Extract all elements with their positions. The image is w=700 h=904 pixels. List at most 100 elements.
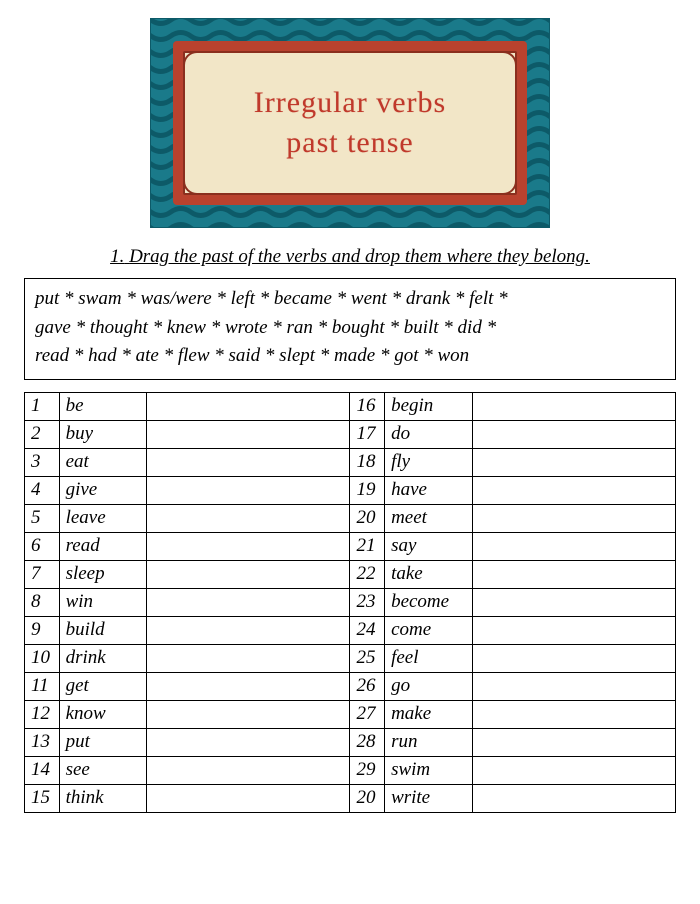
drop-target[interactable] [472,784,675,812]
verb-cell: say [385,532,472,560]
row-number: 18 [350,448,385,476]
title-line-1: Irregular verbs [254,83,446,124]
table-row: 12know27make [25,700,676,728]
verb-cell: swim [385,756,472,784]
title-line-2: past tense [286,123,413,164]
drop-target[interactable] [147,504,350,532]
verb-cell: build [59,616,146,644]
drop-target[interactable] [472,476,675,504]
table-row: 10drink25feel [25,644,676,672]
drop-target[interactable] [147,560,350,588]
title-frame: Irregular verbs past tense [173,41,527,205]
table-row: 5leave 20meet [25,504,676,532]
drop-target[interactable] [472,700,675,728]
table-row: 15think20write [25,784,676,812]
drop-target[interactable] [147,448,350,476]
verb-cell: have [385,476,472,504]
row-number: 13 [25,728,60,756]
table-row: 1be16begin [25,392,676,420]
verb-cell: do [385,420,472,448]
verb-cell: come [385,616,472,644]
row-number: 27 [350,700,385,728]
row-number: 2 [25,420,60,448]
verb-table: 1be16begin2buy17do3eat18fly4give19have5l… [24,392,676,813]
row-number: 5 [25,504,60,532]
drop-target[interactable] [147,644,350,672]
row-number: 26 [350,672,385,700]
verb-cell: write [385,784,472,812]
drop-target[interactable] [472,560,675,588]
verb-cell: be [59,392,146,420]
drop-target[interactable] [472,448,675,476]
verb-cell: begin [385,392,472,420]
verb-cell: take [385,560,472,588]
drop-target[interactable] [147,756,350,784]
instruction-text: Drag the past of the verbs and drop them… [129,246,590,267]
corner-decoration [183,181,197,195]
row-number: 3 [25,448,60,476]
word-bank[interactable]: put * swam * was/were * left * became * … [24,278,676,380]
verb-cell: put [59,728,146,756]
row-number: 7 [25,560,60,588]
drop-target[interactable] [472,644,675,672]
drop-target[interactable] [472,504,675,532]
drop-target[interactable] [147,532,350,560]
row-number: 19 [350,476,385,504]
drop-target[interactable] [472,616,675,644]
row-number: 20 [350,784,385,812]
drop-target[interactable] [147,420,350,448]
row-number: 24 [350,616,385,644]
drop-target[interactable] [472,392,675,420]
drop-target[interactable] [472,672,675,700]
verb-cell: buy [59,420,146,448]
table-row: 11get26go [25,672,676,700]
drop-target[interactable] [147,672,350,700]
title-panel: Irregular verbs past tense [183,51,517,195]
row-number: 11 [25,672,60,700]
drop-target[interactable] [147,700,350,728]
table-row: 9build 24come [25,616,676,644]
row-number: 25 [350,644,385,672]
row-number: 9 [25,616,60,644]
row-number: 4 [25,476,60,504]
table-row: 13put28run [25,728,676,756]
verb-cell: run [385,728,472,756]
drop-target[interactable] [472,420,675,448]
verb-cell: make [385,700,472,728]
instruction-number: 1. [110,246,124,267]
word-bank-line: put * swam * was/were * left * became * … [35,285,665,314]
word-bank-line: read * had * ate * flew * said * slept *… [35,342,665,371]
verb-cell: leave [59,504,146,532]
drop-target[interactable] [472,588,675,616]
drop-target[interactable] [472,532,675,560]
table-row: 14see29swim [25,756,676,784]
drop-target[interactable] [147,728,350,756]
drop-target[interactable] [147,588,350,616]
drop-target[interactable] [472,756,675,784]
row-number: 15 [25,784,60,812]
verb-cell: read [59,532,146,560]
verb-cell: meet [385,504,472,532]
drop-target[interactable] [147,476,350,504]
verb-cell: sleep [59,560,146,588]
corner-decoration [503,51,517,65]
drop-target[interactable] [147,616,350,644]
table-row: 8win23become [25,588,676,616]
word-bank-line: gave * thought * knew * wrote * ran * bo… [35,314,665,343]
header-card: Irregular verbs past tense [150,18,550,228]
verb-cell: feel [385,644,472,672]
row-number: 10 [25,644,60,672]
drop-target[interactable] [147,392,350,420]
row-number: 20 [350,504,385,532]
drop-target[interactable] [147,784,350,812]
row-number: 8 [25,588,60,616]
verb-cell: get [59,672,146,700]
row-number: 22 [350,560,385,588]
drop-target[interactable] [472,728,675,756]
row-number: 17 [350,420,385,448]
corner-decoration [503,181,517,195]
row-number: 29 [350,756,385,784]
corner-decoration [183,51,197,65]
table-row: 3eat18fly [25,448,676,476]
row-number: 6 [25,532,60,560]
